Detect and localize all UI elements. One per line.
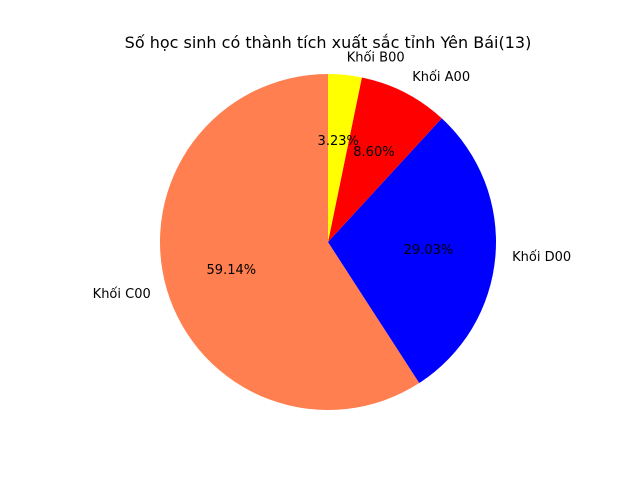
slice-percent-label-1: 29.03%	[404, 243, 454, 258]
slice-label-0: Khối C00	[93, 287, 151, 302]
pie-slice-3	[328, 74, 362, 242]
pie-slice-0	[160, 74, 420, 411]
slice-label-3: Khối B00	[347, 51, 405, 66]
slice-label-2: Khối A00	[412, 70, 470, 85]
slice-percent-label-0: 59.14%	[207, 263, 257, 278]
pie-slice-1	[328, 118, 496, 384]
slice-percent-label-3: 3.23%	[318, 134, 359, 149]
slice-label-1: Khối D00	[512, 250, 571, 265]
pie-slice-2	[328, 77, 442, 243]
chart-title: Số học sinh có thành tích xuất sắc tỉnh …	[124, 33, 532, 52]
slice-percent-label-2: 8.60%	[353, 145, 394, 160]
